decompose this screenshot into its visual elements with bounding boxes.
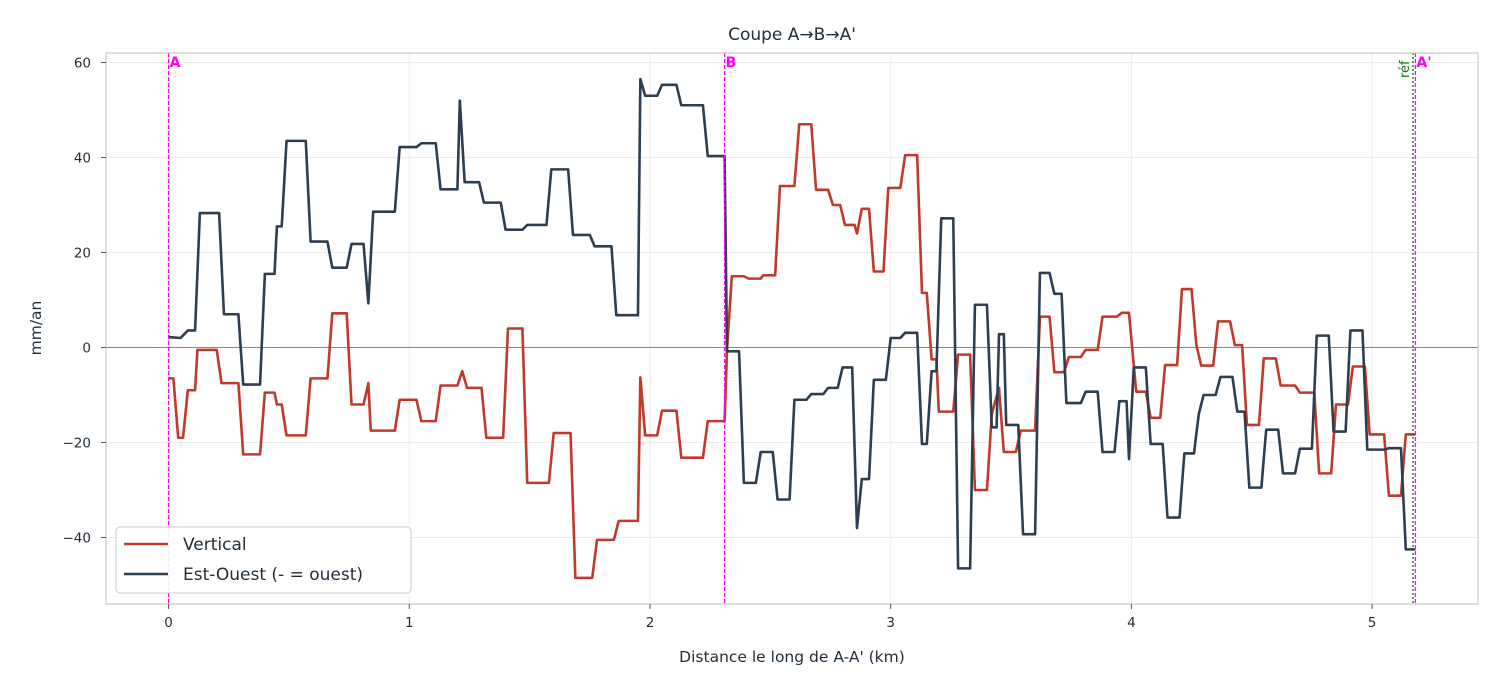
legend-box	[115, 526, 412, 594]
legend-label-vertical: Vertical	[183, 535, 247, 555]
marker-label-2: A'	[1416, 55, 1431, 71]
marker-label-1: B	[726, 55, 737, 71]
y-tick-label: −20	[63, 436, 92, 452]
marker-lines-group: réf A B A'	[167, 53, 1432, 604]
x-tick-label: 0	[164, 615, 173, 631]
x-tick-label: 1	[405, 615, 414, 631]
y-ticks: −40 −20 0 20 40 60	[63, 56, 106, 547]
series-line-1	[168, 77, 1416, 570]
y-tick-label: 60	[74, 56, 91, 72]
x-tick-label: 2	[646, 615, 655, 631]
x-tick-label: 5	[1368, 615, 1377, 631]
x-tick-label: 4	[1127, 615, 1136, 631]
series-line-0	[168, 122, 1416, 580]
marker-label-0: A	[170, 55, 181, 71]
y-tick-label: −40	[63, 531, 92, 547]
reference-label: réf	[1398, 60, 1413, 78]
y-axis-label: mm/an	[27, 301, 45, 356]
x-ticks: 0 1 2 3 4 5	[164, 604, 1376, 631]
x-tick-label: 3	[886, 615, 895, 631]
series-group	[168, 77, 1416, 580]
y-tick-label: 0	[82, 341, 91, 357]
y-tick-label: 20	[74, 246, 91, 262]
plot-frame	[105, 52, 1479, 605]
chart-title: Coupe A→B→A'	[728, 25, 856, 45]
x-axis-label: Distance le long de A-A' (km)	[679, 648, 905, 666]
legend-label-est-ouest: Est-Ouest (- = ouest)	[183, 565, 363, 585]
y-tick-label: 40	[74, 151, 91, 167]
legend: Vertical Est-Ouest (- = ouest)	[115, 526, 412, 594]
